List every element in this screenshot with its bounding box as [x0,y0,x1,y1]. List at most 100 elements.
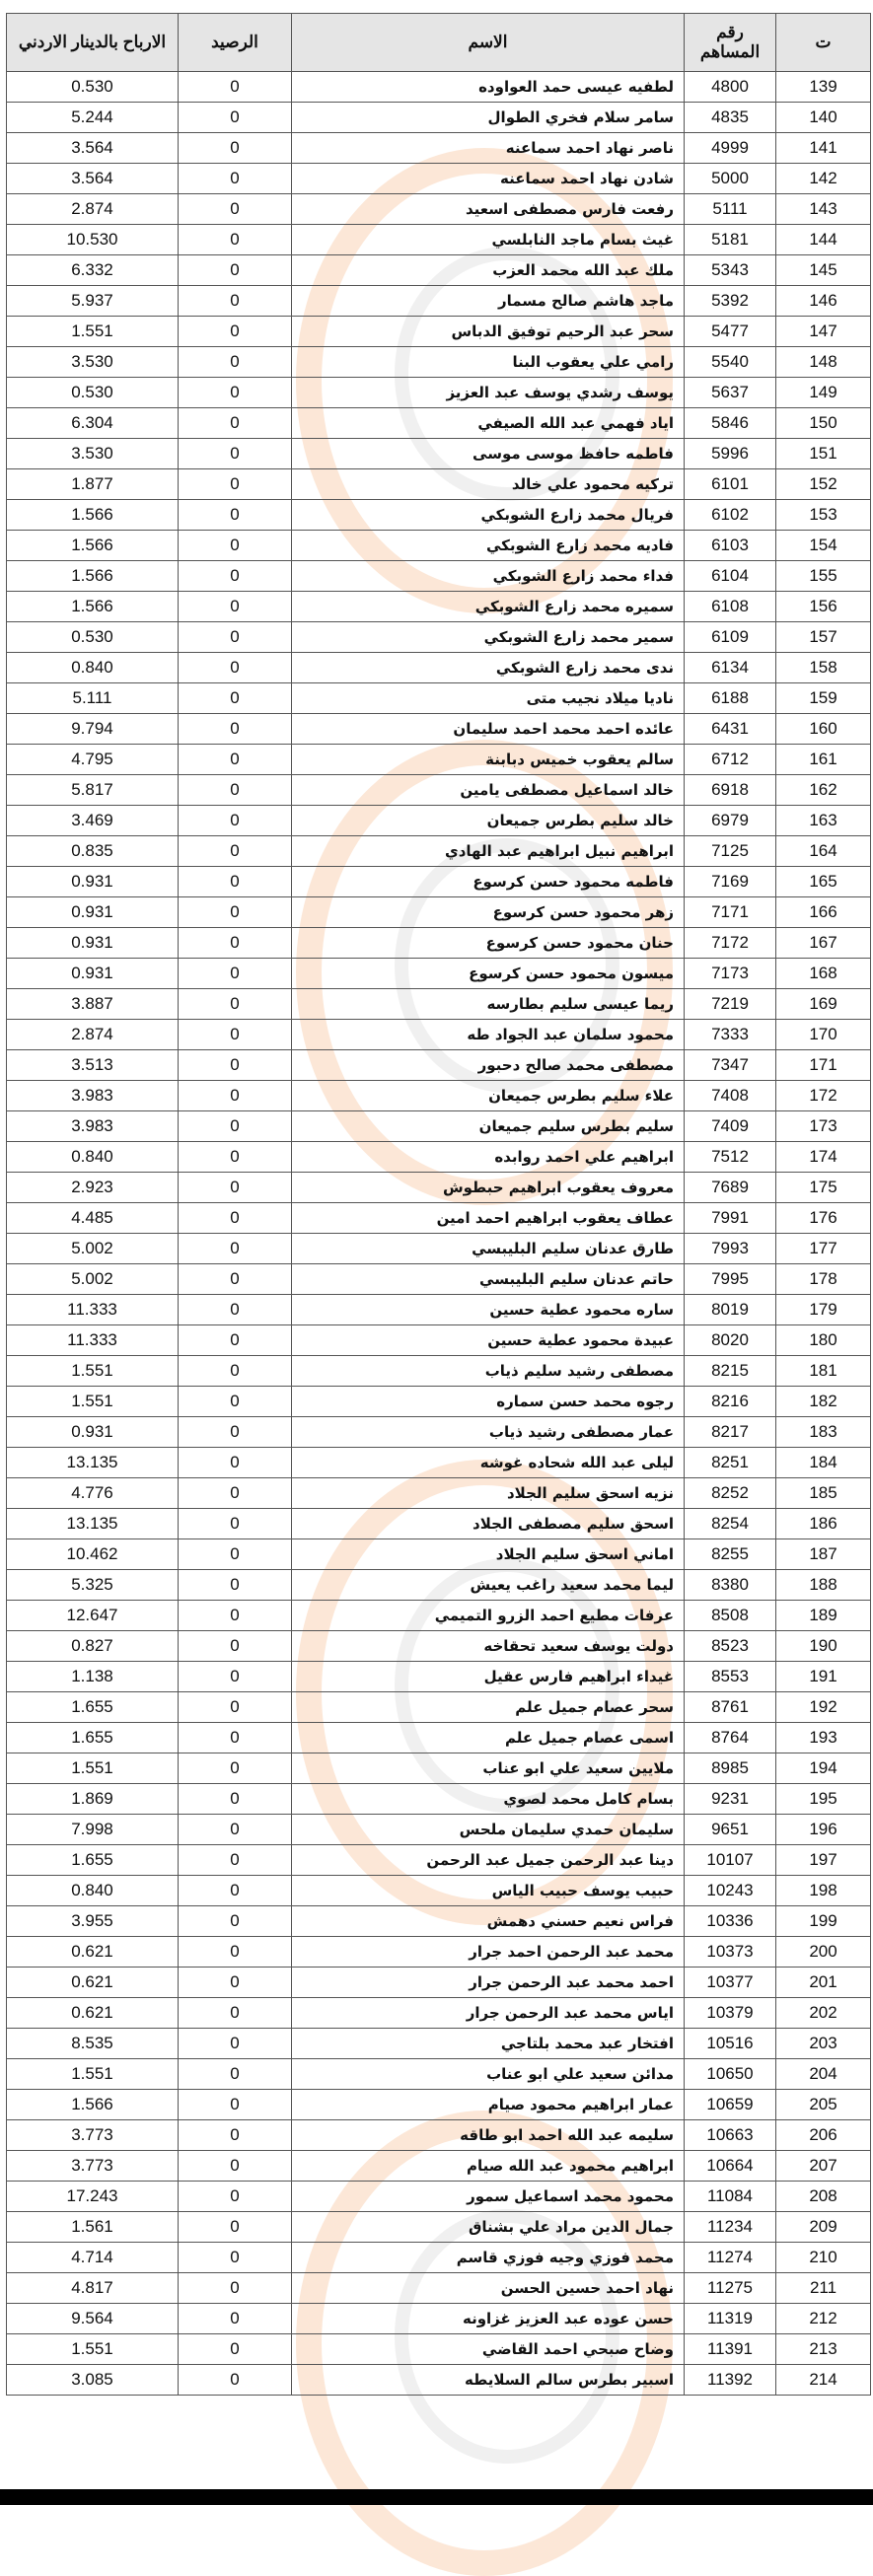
shareholder-number: 7171 [684,896,776,928]
balance: 0 [178,2181,292,2212]
row-number: 207 [775,2150,871,2182]
row-number: 171 [775,1049,871,1081]
shareholder-name: غيداء ابراهيم فارس عقيل [291,1661,685,1692]
row-number: 176 [775,1202,871,1234]
table-row: 152 6101 تركيه محمود علي خالد 0 1.877 [6,468,871,500]
profit: 3.983 [6,1110,179,1142]
row-number: 180 [775,1324,871,1356]
row-number: 211 [775,2272,871,2304]
row-number: 160 [775,713,871,745]
row-number: 156 [775,591,871,622]
row-number: 192 [775,1691,871,1723]
shareholder-number: 7993 [684,1233,776,1264]
shareholder-name: نهاد احمد حسين الحسن [291,2272,685,2304]
balance: 0 [178,1263,292,1295]
shareholder-number: 7173 [684,958,776,989]
table-row: 165 7169 فاطمه محمود حسن كرسوع 0 0.931 [6,866,871,897]
profit: 1.551 [6,1386,179,1417]
shareholder-name: لطفيه عيسى حمد العواوده [291,71,685,103]
profit: 11.333 [6,1294,179,1325]
shareholder-number: 11084 [684,2181,776,2212]
row-number: 169 [775,988,871,1020]
row-number: 184 [775,1447,871,1478]
table-row: 187 8255 اماني اسحق سليم الجلاد 0 10.462 [6,1538,871,1570]
shareholder-name: افتخار عبد محمد بلتاجي [291,2028,685,2059]
shareholder-number: 6102 [684,499,776,531]
shareholder-number: 7409 [684,1110,776,1142]
balance: 0 [178,468,292,500]
balance: 0 [178,438,292,469]
shareholder-number: 6188 [684,682,776,714]
balance: 0 [178,2150,292,2182]
row-number: 183 [775,1416,871,1448]
table-row: 182 8216 رجوه محمد حسن سماره 0 1.551 [6,1386,871,1417]
balance: 0 [178,652,292,683]
shareholder-name: سامر سلام فخري الطوال [291,102,685,133]
balance: 0 [178,2303,292,2334]
profit: 3.085 [6,2364,179,2396]
profit: 4.817 [6,2272,179,2304]
shareholder-name: فاديه محمد زارع الشوبكي [291,530,685,561]
balance: 0 [178,591,292,622]
profit: 1.561 [6,2211,179,2243]
profit: 1.551 [6,2058,179,2090]
table-row: 170 7333 محمود سلمان عبد الجواد طه 0 2.874 [6,1019,871,1050]
shareholder-number: 8020 [684,1324,776,1356]
shareholder-number: 10659 [684,2089,776,2120]
profit: 3.530 [6,346,179,378]
balance: 0 [178,774,292,806]
balance: 0 [178,1233,292,1264]
balance: 0 [178,896,292,928]
shareholder-number: 10650 [684,2058,776,2090]
shareholder-name: محمود سلمان عبد الجواد طه [291,1019,685,1050]
shareholder-name: سليم بطرس سليم جميعان [291,1110,685,1142]
shareholder-number: 8255 [684,1538,776,1570]
shareholder-name: خالد اسماعيل مصطفى يامين [291,774,685,806]
profit: 3.513 [6,1049,179,1081]
table-row: 172 7408 علاء سليم بطرس جميعان 0 3.983 [6,1080,871,1111]
shareholder-number: 4800 [684,71,776,103]
profit: 0.827 [6,1630,179,1662]
row-number: 161 [775,744,871,775]
row-number: 212 [775,2303,871,2334]
shareholder-number: 10516 [684,2028,776,2059]
table-row: 154 6103 فاديه محمد زارع الشوبكي 0 1.566 [6,530,871,561]
row-number: 146 [775,285,871,317]
shareholder-name: فريال محمد زارع الشوبكي [291,499,685,531]
row-number: 204 [775,2058,871,2090]
shareholder-name: يوسف رشدي يوسف عبد العزيز [291,377,685,408]
profit: 0.621 [6,1967,179,1998]
profit: 9.794 [6,713,179,745]
shareholder-number: 8251 [684,1447,776,1478]
row-number: 181 [775,1355,871,1387]
profit: 0.840 [6,652,179,683]
table-row: 191 8553 غيداء ابراهيم فارس عقيل 0 1.138 [6,1661,871,1692]
table-row: 161 6712 سالم يعقوب خميس دبابنة 0 4.795 [6,744,871,775]
balance: 0 [178,927,292,959]
profit: 1.566 [6,2089,179,2120]
profit: 3.773 [6,2119,179,2151]
balance: 0 [178,1447,292,1478]
table-row: 178 7995 حاتم عدنان سليم البليبسي 0 5.002 [6,1263,871,1295]
balance: 0 [178,2333,292,2365]
bottom-black-bar [0,2489,873,2505]
shareholder-name: سليمان حمدي سليمان ملحس [291,1814,685,1845]
shareholder-number: 10373 [684,1936,776,1968]
row-number: 168 [775,958,871,989]
shareholder-number: 8523 [684,1630,776,1662]
shareholder-number: 5477 [684,316,776,347]
table-row: 145 5343 ملك عبد الله محمد العزب 0 6.332 [6,254,871,286]
shareholder-number: 4999 [684,132,776,164]
table-row: 206 10663 سليمه عبد الله احمد ابو طاقه 0 3.7… [6,2119,871,2151]
shareholder-name: غيث بسام ماجد النابلسي [291,224,685,255]
shareholder-name: اياس محمد عبد الرحمن جرار [291,1997,685,2029]
balance: 0 [178,1600,292,1631]
shareholder-number: 10377 [684,1967,776,1998]
table-row: 163 6979 خالد سليم بطرس جميعان 0 3.469 [6,805,871,836]
shareholder-number: 11391 [684,2333,776,2365]
row-number: 200 [775,1936,871,1968]
shareholder-number: 6918 [684,774,776,806]
table-row: 188 8380 ليما محمد سعيد راغب يعيش 0 5.325 [6,1569,871,1601]
balance: 0 [178,163,292,194]
shareholder-number: 8764 [684,1722,776,1753]
